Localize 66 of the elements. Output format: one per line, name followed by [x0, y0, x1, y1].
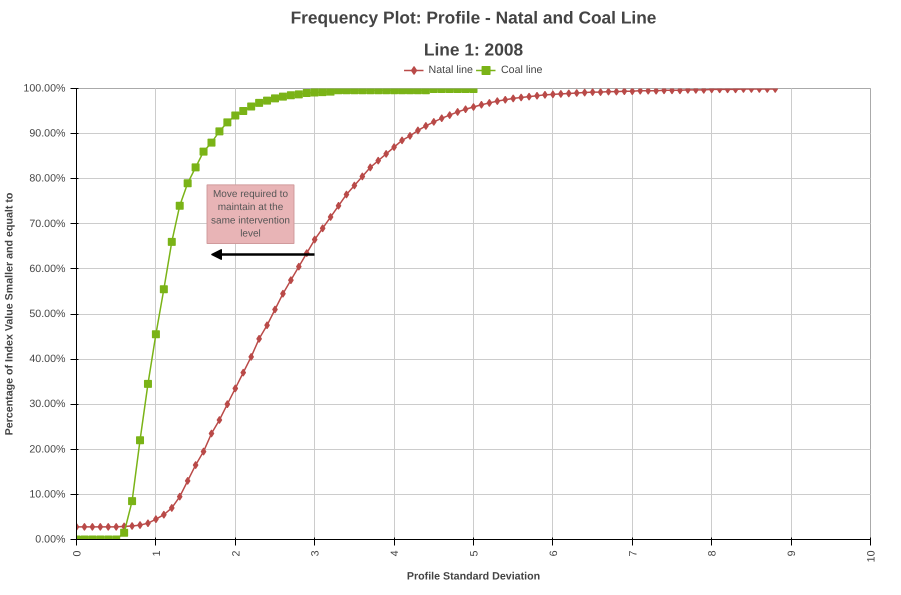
point	[255, 98, 264, 107]
point	[192, 163, 200, 172]
point	[334, 88, 343, 94]
point	[231, 112, 240, 120]
point	[350, 88, 358, 94]
x-tick-label: 10	[866, 550, 878, 562]
point	[366, 88, 374, 94]
point	[144, 380, 152, 388]
y-tick-label: 80.00%	[29, 172, 66, 185]
point	[318, 88, 327, 96]
x-tick-label: 8	[706, 550, 719, 556]
annotation: Move required to maintain at the same intervention level	[211, 188, 290, 240]
point	[184, 179, 192, 188]
y-tick-label: 30.00%	[29, 398, 66, 410]
point	[247, 102, 256, 111]
point	[223, 118, 232, 126]
point	[422, 88, 430, 94]
point	[382, 88, 390, 94]
point	[160, 285, 168, 294]
y-tick-label: 70.00%	[29, 218, 66, 230]
y-tick-label: 20.00%	[29, 443, 66, 456]
y-axis-title: Percentage of Index Value Smaller and equalt to	[3, 192, 16, 436]
point	[152, 330, 160, 338]
y-tick-label: 90.00%	[29, 128, 66, 140]
legend-label: Natal line	[428, 64, 473, 76]
y-tick-label: 50.00%	[29, 308, 66, 320]
point	[414, 88, 422, 94]
x-tick-label: 7	[627, 550, 640, 556]
point	[263, 96, 272, 105]
point	[286, 91, 295, 100]
point	[406, 88, 414, 94]
x-tick-label: 6	[548, 550, 560, 556]
point	[326, 88, 335, 96]
x-tick-label: 4	[389, 550, 402, 556]
point	[176, 202, 184, 210]
point	[302, 89, 311, 98]
point	[398, 88, 406, 94]
y-tick-label: 10.00%	[29, 488, 66, 500]
x-tick-label: 1	[150, 550, 163, 556]
point	[207, 138, 216, 147]
x-tick-label: 5	[468, 550, 480, 556]
y-tick-label: 40.00%	[29, 353, 66, 366]
point	[294, 90, 303, 98]
point	[342, 88, 350, 94]
point	[278, 92, 287, 101]
point	[310, 88, 319, 97]
y-tick-label: 60.00%	[29, 262, 66, 275]
legend-label: Coal line	[500, 64, 542, 76]
point	[239, 107, 248, 116]
point	[374, 88, 382, 94]
chart-title: Frequency Plot: Profile - Natal and Coal Line	[290, 8, 657, 28]
chart-subtitle: Line 1: 2008	[424, 40, 524, 60]
point	[200, 148, 208, 156]
point	[215, 127, 224, 136]
point	[168, 238, 176, 246]
x-axis-title: Profile Standard Deviation	[406, 570, 540, 582]
y-tick-label: 100.00%	[23, 82, 66, 94]
x-tick-label: 2	[230, 550, 242, 556]
x-tick-label: 3	[310, 550, 322, 556]
y-tick-label: 0.00%	[35, 534, 66, 546]
point	[136, 436, 144, 444]
point	[271, 94, 279, 102]
x-tick-label: 0	[72, 550, 84, 556]
point	[358, 88, 366, 94]
point	[390, 88, 398, 94]
x-tick-label: 9	[786, 550, 798, 556]
